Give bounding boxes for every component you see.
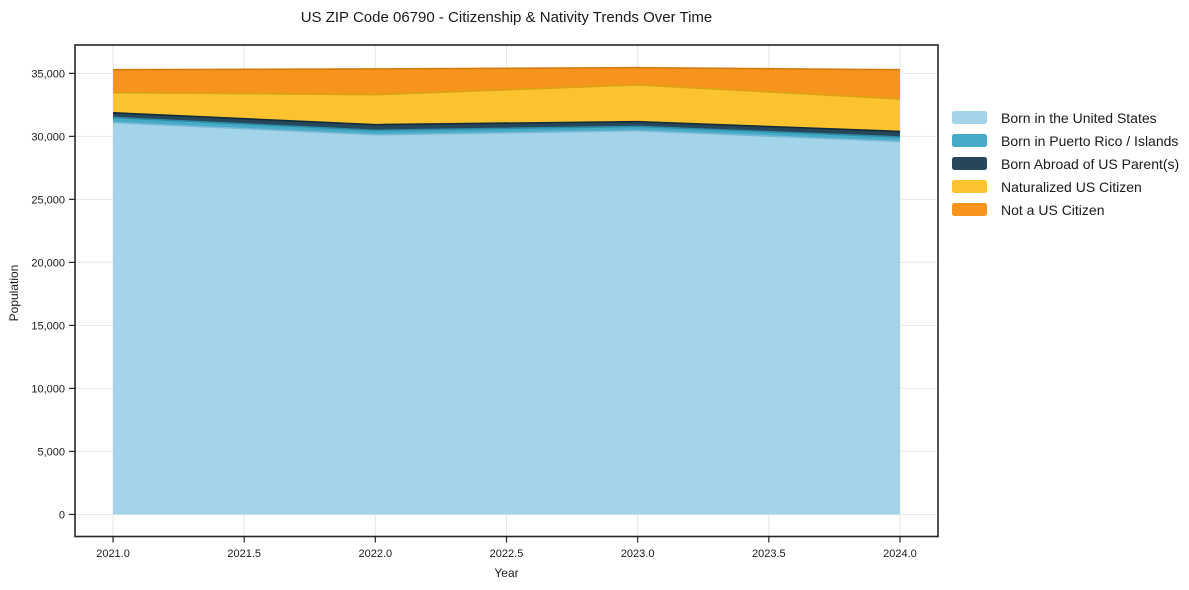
legend-item: Born Abroad of US Parent(s) bbox=[952, 152, 1179, 175]
legend-label-born-abroad: Born Abroad of US Parent(s) bbox=[1001, 155, 1180, 172]
area-born-in-the-united-states bbox=[113, 122, 900, 515]
legend-label-not-citizen: Not a US Citizen bbox=[1001, 201, 1105, 218]
legend-label-naturalized: Naturalized US Citizen bbox=[1001, 178, 1142, 195]
legend-label-born-pr-islands: Born in Puerto Rico / Islands bbox=[1001, 132, 1179, 149]
area-edge-naturalized-us-citizen bbox=[113, 84, 901, 100]
area-born-abroad-of-us-parent-s- bbox=[113, 112, 900, 137]
legend-swatch-naturalized bbox=[952, 180, 987, 193]
y-tick-label: 0 bbox=[59, 509, 65, 521]
area-not-a-us-citizen bbox=[113, 67, 900, 99]
x-tick-label: 2023.0 bbox=[621, 548, 655, 560]
legend-swatch-not-citizen bbox=[952, 203, 987, 216]
area-edge-not-a-us-citizen bbox=[113, 66, 900, 71]
area-born-in-puerto-rico-islands bbox=[113, 117, 900, 142]
x-tick-label: 2022.0 bbox=[359, 548, 393, 560]
y-tick-label: 10,000 bbox=[31, 383, 65, 395]
legend-swatch-born-pr-islands bbox=[952, 134, 987, 147]
x-tick-label: 2021.5 bbox=[227, 548, 261, 560]
legend-item: Not a US Citizen bbox=[952, 198, 1179, 221]
x-tick-label: 2022.5 bbox=[490, 548, 524, 560]
y-axis-label: Population bbox=[7, 264, 21, 322]
y-tick-label: 5,000 bbox=[37, 446, 65, 458]
area-naturalized-us-citizen bbox=[113, 84, 900, 132]
area-edge-born-in-the-united-states bbox=[112, 121, 900, 143]
area-edge-born-in-puerto-rico-islands bbox=[112, 116, 900, 138]
chart-title: US ZIP Code 06790 - Citizenship & Nativi… bbox=[300, 9, 713, 26]
area-edge-born-abroad-of-us-parent-s- bbox=[112, 112, 900, 133]
y-tick-label: 35,000 bbox=[31, 68, 65, 80]
legend: Born in the United States Born in Puerto… bbox=[952, 106, 1179, 221]
legend-swatch-born-abroad bbox=[952, 157, 987, 170]
x-tick-label: 2023.5 bbox=[752, 548, 786, 560]
x-axis-label: Year bbox=[494, 566, 519, 580]
y-tick-label: 15,000 bbox=[31, 320, 65, 332]
y-tick-label: 25,000 bbox=[31, 194, 65, 206]
y-tick-label: 20,000 bbox=[31, 257, 65, 269]
legend-label-born-us: Born in the United States bbox=[1001, 109, 1157, 126]
x-tick-label: 2021.0 bbox=[96, 548, 130, 560]
x-tick-label: 2024.0 bbox=[883, 548, 917, 560]
legend-swatch-born-us bbox=[952, 111, 987, 124]
legend-item: Naturalized US Citizen bbox=[952, 175, 1179, 198]
legend-item: Born in Puerto Rico / Islands bbox=[952, 129, 1179, 152]
legend-item: Born in the United States bbox=[952, 106, 1179, 129]
y-tick-label: 30,000 bbox=[31, 131, 65, 143]
